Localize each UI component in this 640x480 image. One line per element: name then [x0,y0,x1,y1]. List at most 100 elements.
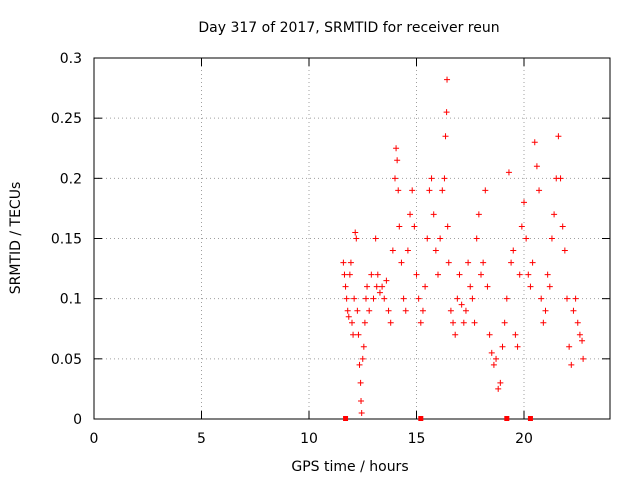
data-point [435,271,441,278]
data-point [536,187,543,194]
data-point [442,133,449,140]
data-point [574,319,581,326]
data-point [404,247,411,254]
data-point [428,175,435,182]
data-point [407,211,414,218]
data-points [340,76,587,416]
x-tick-label: 20 [515,431,533,447]
y-tick-label: 0.05 [51,352,82,368]
baseline-markers [343,416,533,421]
grid-layer [94,58,610,419]
data-point [467,283,474,290]
data-point [579,337,586,344]
data-point [546,283,553,290]
data-point [413,271,420,278]
data-point [349,319,355,326]
data-point [490,361,497,368]
data-point [512,331,519,338]
baseline-marker [504,416,510,421]
data-point [444,76,451,83]
data-point [473,235,480,242]
data-point [521,199,527,206]
x-tick-label: 0 [90,431,99,447]
y-axis-label: SRMTID / TECUs [8,182,24,295]
data-point [555,133,562,140]
data-point [493,355,500,362]
data-point [352,229,359,236]
x-axis-label: GPS time / hours [291,459,408,475]
data-point [564,295,570,302]
data-point [368,271,375,278]
data-point [387,319,394,326]
baseline-marker [527,416,533,421]
data-point [381,295,388,302]
data-point [540,319,547,326]
data-point [354,307,361,314]
data-point [516,271,523,278]
data-point [379,283,386,290]
chart-title: Day 317 of 2017, SRMTID for receiver reu… [198,20,499,36]
data-point [394,157,401,164]
data-point [518,223,525,230]
y-tick-label: 0.1 [60,292,82,308]
y-tick-label: 0.3 [60,51,82,67]
data-point [580,355,587,362]
data-point [452,331,459,338]
data-point [576,331,583,338]
data-point [443,109,450,116]
data-point [345,313,352,320]
data-point [505,169,512,176]
y-tick-label: 0.25 [51,111,82,127]
data-point [478,271,484,278]
data-point [503,295,510,302]
data-point [538,295,545,302]
data-point [392,175,398,182]
data-point [383,277,390,284]
y-axis: 0 0.05 0.1 0.15 0.2 0.25 0.3 [51,51,610,428]
y-tick-label: 0.15 [51,232,82,248]
plot-frame [93,57,611,420]
data-point [400,295,407,302]
data-point [557,175,564,182]
data-point [439,187,446,194]
data-point [462,307,469,314]
data-point [444,223,451,230]
data-point [471,319,478,326]
data-point [497,379,504,386]
data-point [450,319,457,326]
data-point [347,259,354,266]
data-point [360,343,367,350]
data-point [514,343,521,350]
data-point [366,307,373,314]
data-point [572,295,579,302]
data-point [343,295,350,302]
data-point [430,211,437,218]
data-point [480,259,487,266]
data-point [355,331,362,338]
data-point [372,235,379,242]
data-point [362,295,369,302]
x-tick-label: 10 [300,431,318,447]
data-point [508,259,515,266]
data-point [544,271,551,278]
data-point [570,307,577,314]
data-point [568,361,575,368]
data-point [359,355,366,362]
data-point [373,283,380,290]
data-point [426,187,433,194]
data-point [531,139,538,146]
x-tick-label: 15 [408,431,426,447]
data-point [510,247,517,254]
data-point [374,271,381,278]
data-point [465,259,472,266]
data-point [340,259,347,266]
data-point [398,259,405,266]
data-point [411,223,418,230]
data-point [358,397,365,404]
data-point [385,307,392,314]
data-point [566,343,573,350]
data-point [364,283,371,290]
data-point [529,259,536,266]
data-point [424,235,431,242]
data-point [482,187,489,194]
